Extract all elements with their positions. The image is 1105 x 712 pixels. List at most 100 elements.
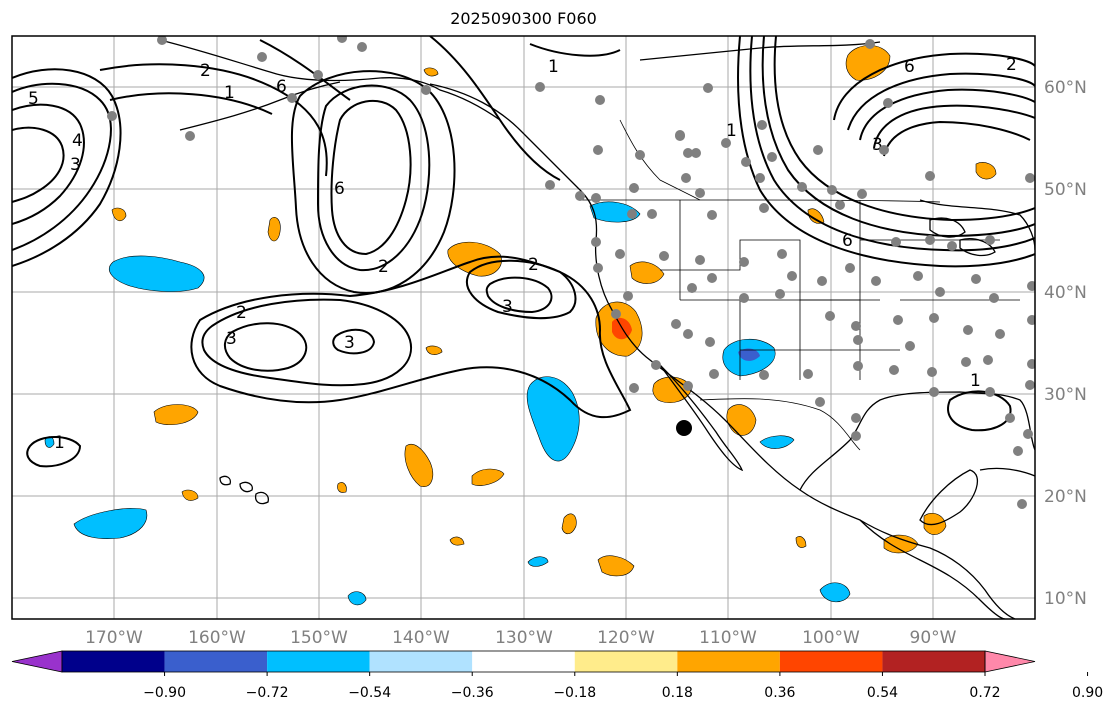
contour-label: 1 — [548, 57, 559, 77]
lat-tick-label: 30°N — [1044, 385, 1087, 405]
station-marker — [591, 237, 601, 247]
contour-label: 6 — [904, 57, 915, 77]
map-title: 2025090300 F060 — [450, 9, 597, 28]
anomaly-pos-region — [795, 536, 807, 548]
colorbar-tick-label: −0.36 — [451, 685, 494, 701]
station-marker — [1013, 446, 1023, 456]
station-marker — [357, 42, 367, 52]
colorbar-tick-label: −0.90 — [143, 685, 186, 701]
station-marker — [803, 369, 813, 379]
station-marker — [825, 311, 835, 321]
colorbar-segment — [677, 651, 780, 672]
station-marker — [853, 335, 863, 345]
station-marker — [893, 315, 903, 325]
station-marker — [1027, 281, 1035, 291]
station-marker — [107, 111, 117, 121]
station-marker — [845, 263, 855, 273]
station-marker — [593, 263, 603, 273]
colorbar-segment — [779, 651, 883, 672]
station-marker — [185, 131, 195, 141]
anomaly-pos-region — [153, 404, 199, 425]
contour-label: 5 — [28, 89, 39, 109]
station-marker — [707, 210, 717, 220]
station-marker — [889, 365, 899, 375]
station-marker — [687, 283, 697, 293]
colorbar-tick-label: 0.18 — [662, 685, 693, 701]
station-marker — [337, 36, 347, 43]
station-marker — [827, 185, 837, 195]
station-marker — [813, 145, 823, 155]
contour-label: 3 — [226, 329, 237, 349]
borders — [580, 119, 1020, 451]
contour-label: 6 — [334, 179, 345, 199]
station-marker — [739, 293, 749, 303]
station-marker — [675, 131, 685, 141]
station-marker — [611, 309, 621, 319]
lat-tick-label: 60°N — [1044, 78, 1087, 98]
colorbar-segment — [369, 651, 473, 672]
station-marker — [985, 235, 995, 245]
station-marker — [629, 383, 639, 393]
station-marker — [545, 180, 555, 190]
colorbar-frame — [61, 650, 986, 673]
station-marker — [721, 138, 731, 148]
station-marker — [739, 257, 749, 267]
station-marker — [593, 145, 603, 155]
contour-label: 2 — [200, 61, 211, 81]
contour-label: 3 — [70, 155, 81, 175]
lat-tick-label: 20°N — [1044, 487, 1087, 507]
station-marker — [647, 209, 657, 219]
contour-label: 1 — [726, 121, 737, 141]
lon-tick-label: 100°W — [802, 628, 860, 648]
station-marker — [1025, 173, 1035, 183]
colorbar-tick-label: −0.18 — [553, 685, 596, 701]
station-marker — [963, 325, 973, 335]
anomaly-neg-region — [819, 582, 851, 603]
anomaly-pos-region — [561, 513, 577, 535]
station-marker — [629, 183, 639, 193]
station-marker — [775, 289, 785, 299]
colorbar: −0.90 −0.72 −0.54 −0.36 −0.18 0.18 0.36 0.54 0.7… — [11, 650, 1103, 701]
lat-tick-label: 10°N — [1044, 589, 1087, 609]
station-marker — [759, 370, 769, 380]
contour-label: 6 — [842, 231, 853, 251]
contour-label: 1 — [970, 371, 981, 391]
station-marker — [707, 273, 717, 283]
highlight-marker — [676, 420, 692, 436]
station-marker — [985, 387, 995, 397]
station-marker — [851, 413, 861, 423]
lon-tick-label: 110°W — [699, 628, 757, 648]
anomaly-pos-region — [597, 555, 635, 577]
station-marker — [1025, 380, 1035, 390]
station-marker — [929, 387, 939, 397]
anomaly-pos-region — [425, 345, 443, 355]
lon-tick-label: 130°W — [495, 628, 553, 648]
contour-label: 3 — [872, 135, 883, 155]
station-marker — [925, 171, 935, 181]
station-marker — [927, 367, 937, 377]
station-marker — [883, 98, 893, 108]
station-marker — [595, 95, 605, 105]
station-marker — [615, 249, 625, 259]
contour-label: 6 — [276, 77, 287, 97]
lon-tick-label: 90°W — [910, 628, 957, 648]
lon-tick-label: 120°W — [597, 628, 655, 648]
anomaly-pos-region — [267, 217, 281, 242]
anomaly-pos-region — [449, 536, 465, 546]
station-marker — [681, 173, 691, 183]
anomaly-pos-region — [111, 207, 127, 222]
station-marker — [157, 36, 167, 45]
contour-labels: 5 4 3 2 1 6 6 2 3 2 3 3 1 1 1 6 2 1 2 6 … — [28, 55, 1017, 453]
lon-tick-label: 150°W — [290, 628, 348, 648]
station-marker — [257, 52, 267, 62]
contour-label: 3 — [344, 333, 355, 353]
anomaly-pos-region — [423, 67, 439, 77]
map-frame — [11, 35, 1036, 620]
station-marker — [989, 293, 999, 303]
station-marker — [817, 276, 827, 286]
anomaly-neg-region — [759, 435, 795, 449]
station-marker — [705, 337, 715, 347]
station-marker — [623, 291, 633, 301]
colorbar-tick-label: −0.72 — [246, 685, 289, 701]
